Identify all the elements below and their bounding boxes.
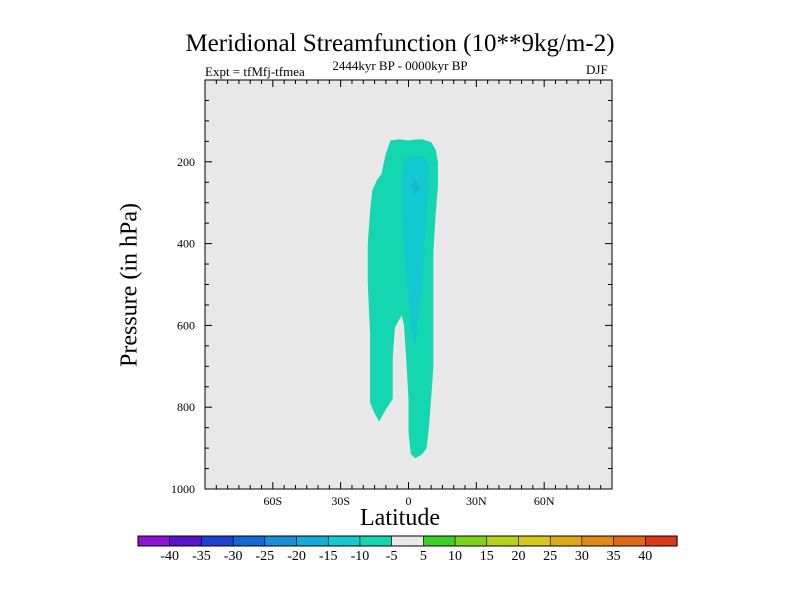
colorbar-label: 15	[480, 549, 494, 564]
season-label: DJF	[586, 62, 608, 77]
colorbar-swatch	[423, 535, 456, 547]
x-axis-label: Latitude	[360, 505, 440, 531]
colorbar-label: 10	[448, 549, 462, 564]
colorbar-swatch	[549, 535, 583, 547]
colorbar-label: -5	[386, 549, 398, 564]
colorbar-frame	[137, 535, 678, 547]
colorbar-label: 40	[638, 549, 652, 564]
colorbar-swatch	[232, 535, 266, 547]
x-tick-label: 30S	[331, 494, 350, 508]
x-tick-label: 0	[406, 494, 412, 508]
experiment-label: Expt = tfMfj-tfmea	[205, 64, 305, 79]
colorbar-swatch	[581, 535, 615, 547]
colorbar-swatch	[201, 535, 234, 547]
colorbar-swatch	[486, 535, 520, 547]
colorbar-label: 5	[420, 549, 427, 564]
period-label: 2444kyr BP - 0000kyr BP	[332, 58, 468, 73]
colorbar-label: -25	[255, 549, 274, 564]
colorbar-label: -35	[192, 549, 211, 564]
y-tick-label: 200	[177, 155, 195, 169]
colorbar-swatch	[169, 535, 203, 547]
colorbar-swatch	[391, 535, 424, 547]
colorbar-swatch	[644, 535, 678, 547]
contour-fills	[367, 139, 438, 459]
colorbar-swatch	[264, 535, 298, 547]
colorbar-swatch	[613, 535, 646, 547]
colorbar-label: -30	[224, 549, 243, 564]
chart-title: Meridional Streamfunction (10**9kg/m-2)	[185, 30, 615, 57]
x-tick-label: 30N	[466, 494, 487, 508]
y-axis-label: Pressure (in hPa)	[116, 203, 143, 367]
contour-region-1	[401, 155, 429, 346]
x-tick-label: 60N	[534, 494, 555, 508]
colorbar-label: 35	[607, 549, 621, 564]
x-tick-label: 60S	[263, 494, 282, 508]
colorbar-label: 20	[511, 549, 525, 564]
axis-ticks: 60S 30S 0 30N 60N 200 400 600 800 1000	[171, 79, 613, 508]
contour-region-2	[410, 179, 420, 194]
colorbar-swatch	[454, 535, 488, 547]
colorbar: -40 -35 -30 -25 -20 -15 -10 -5 5 10 15 20 25 30 35 40	[137, 535, 678, 564]
colorbar-swatch	[137, 535, 171, 547]
y-tick-label: 800	[177, 400, 195, 414]
y-tick-label: 600	[177, 318, 195, 332]
y-tick-label: 400	[177, 237, 195, 251]
colorbar-label: -15	[319, 549, 338, 564]
colorbar-label: -40	[160, 549, 179, 564]
y-tick-label: 1000	[171, 482, 195, 496]
colorbar-label: 25	[543, 549, 557, 564]
colorbar-label: -20	[287, 549, 306, 564]
colorbar-label: -10	[351, 549, 370, 564]
colorbar-swatch	[327, 535, 361, 547]
colorbar-label: 30	[575, 549, 589, 564]
colorbar-swatch	[296, 535, 329, 547]
colorbar-swatch	[518, 535, 551, 547]
colorbar-swatch	[359, 535, 393, 547]
